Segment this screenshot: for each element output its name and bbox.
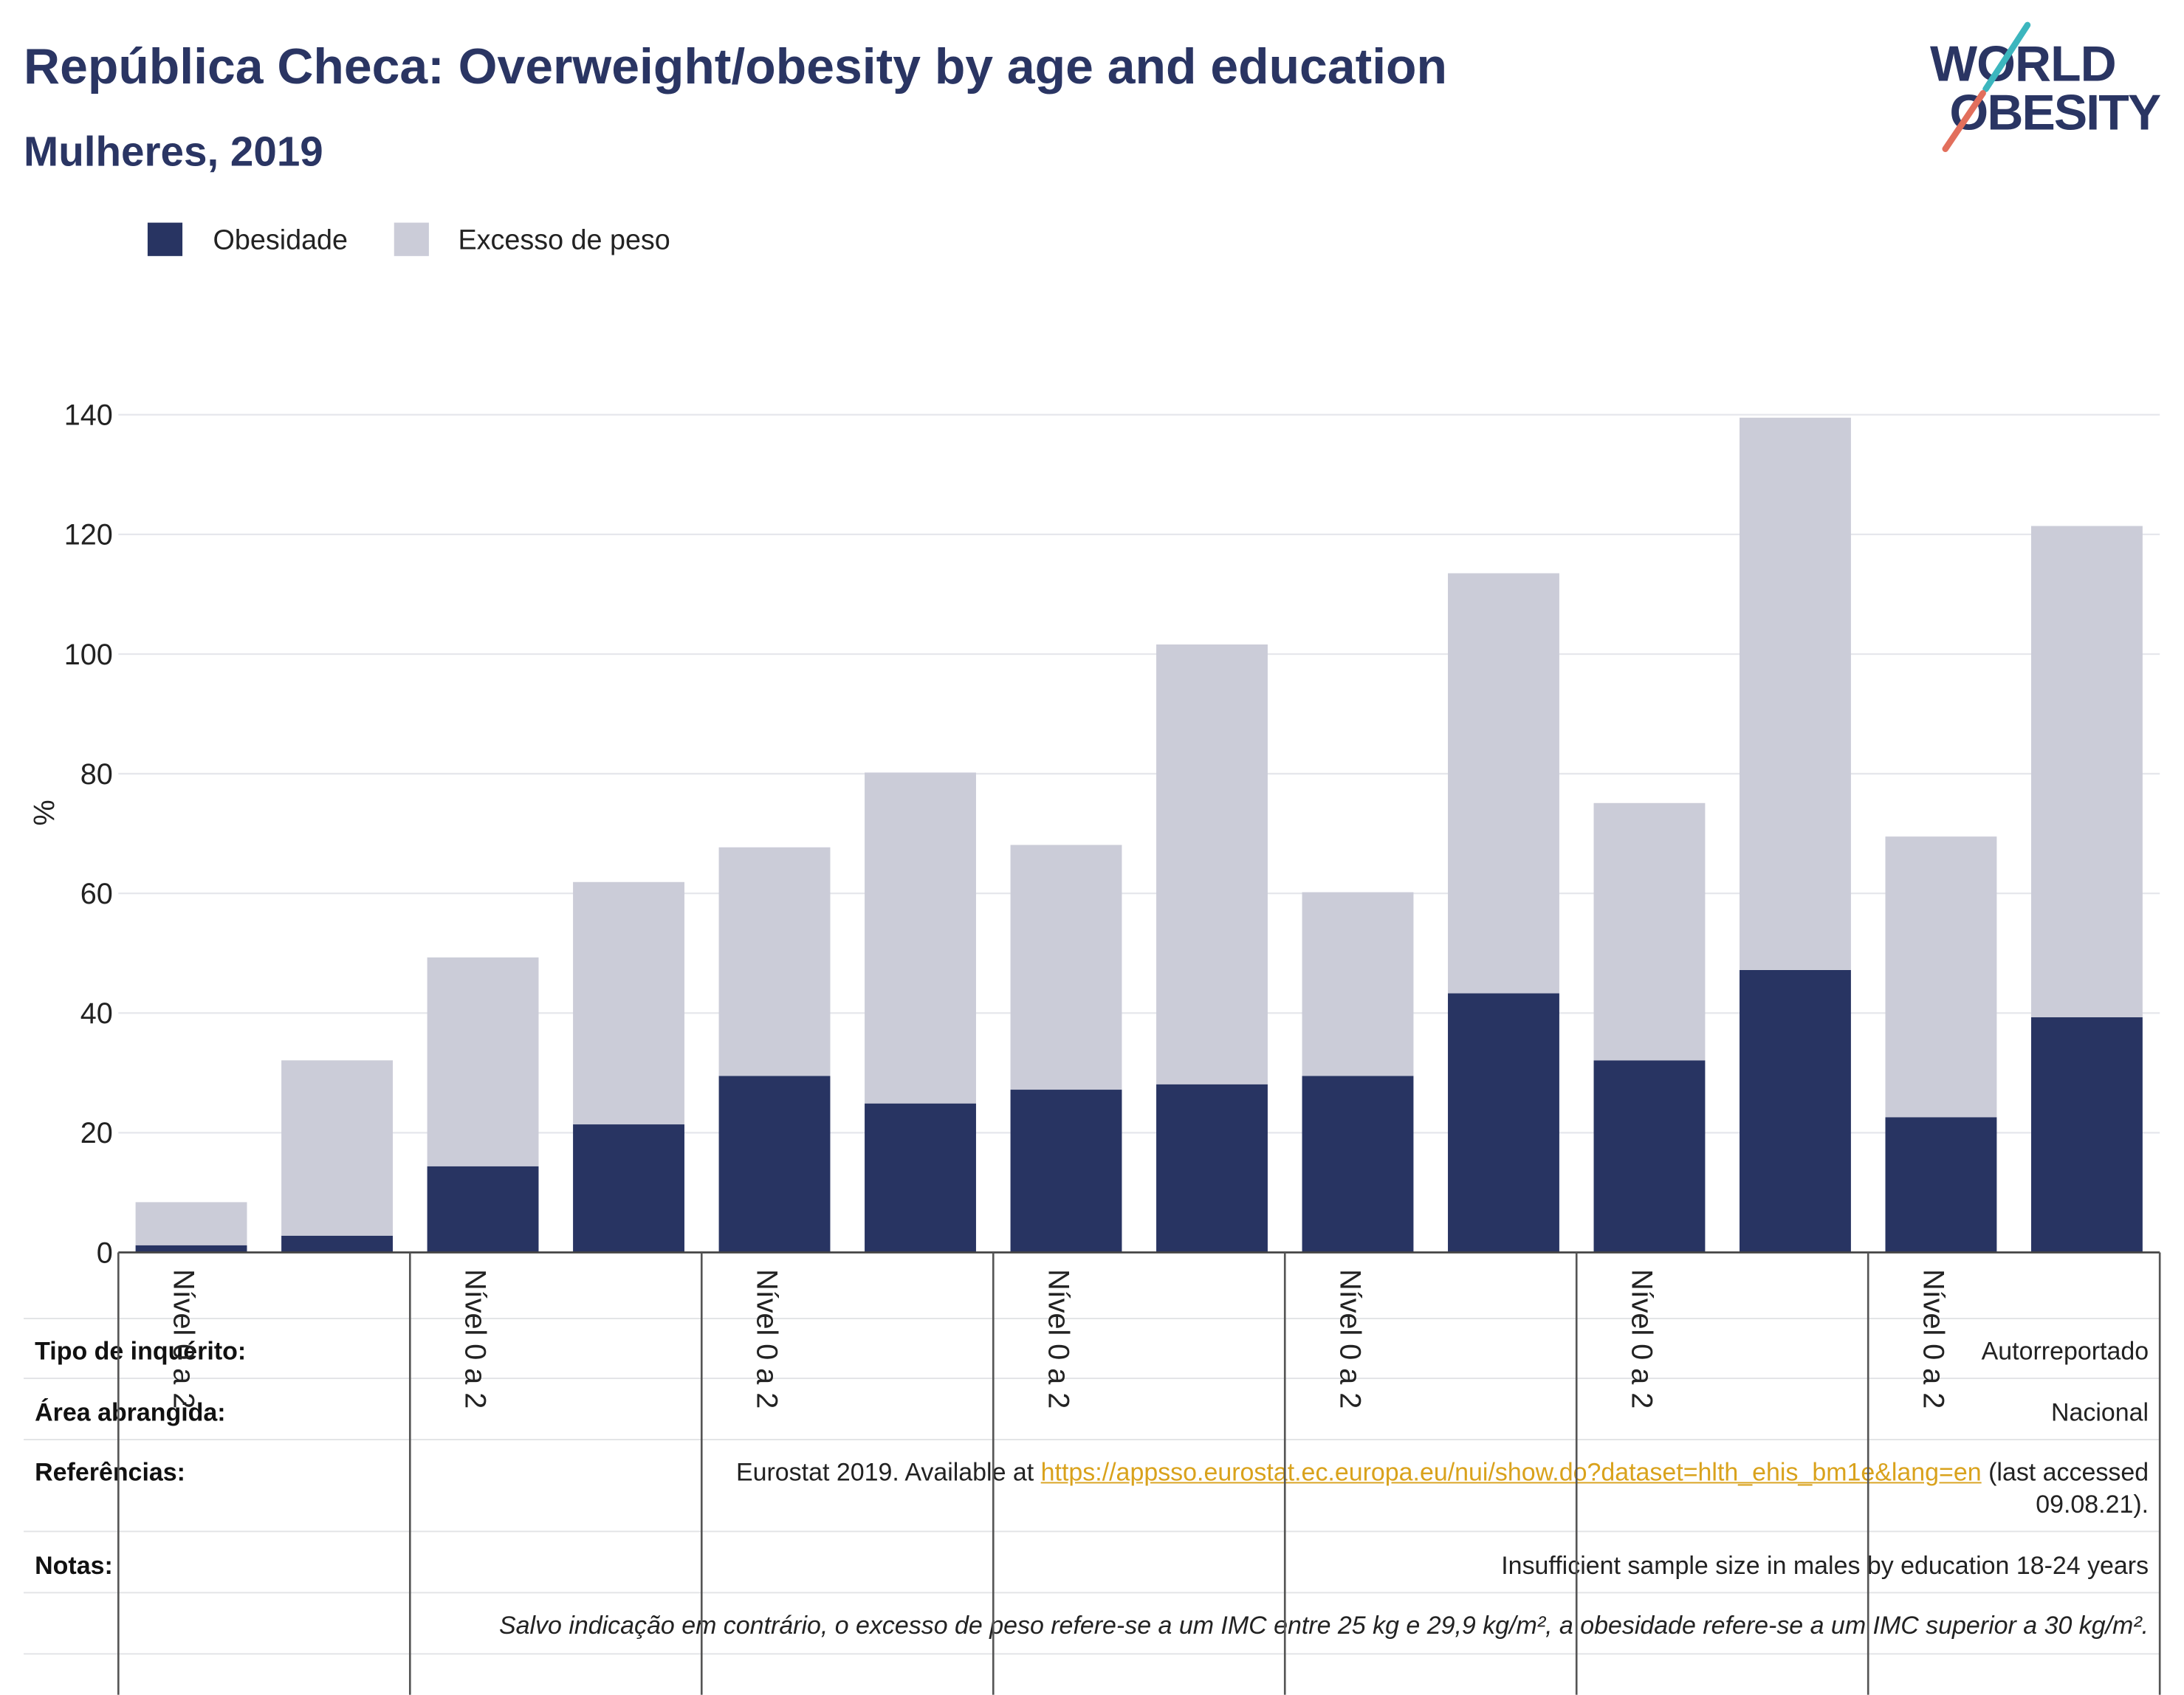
table-divider (24, 1592, 2160, 1594)
bar-overweight-14 (2030, 526, 2143, 1017)
bar-overweight-7 (1010, 845, 1122, 1090)
y-tick-label: 100 (64, 639, 113, 671)
bar-obesity-11 (1593, 1060, 1706, 1253)
notes-label: Notas: (35, 1551, 113, 1580)
logo-slash-bottom (1942, 90, 1986, 152)
bar-obesity-14 (2030, 1017, 2143, 1253)
x-tick-label: Nível 0 a 2 (1625, 1269, 1658, 1409)
legend-label-overweight: Excesso de peso (458, 225, 670, 256)
bar-overweight-11 (1593, 802, 1706, 1061)
bar-obesity-13 (1885, 1117, 1997, 1253)
references-suffix: (last accessed 09.08.21). (1981, 1458, 2149, 1519)
table-divider (24, 1530, 2160, 1533)
y-tick-label: 20 (80, 1117, 113, 1149)
bar-obesity-3 (427, 1166, 539, 1253)
definition-note: Salvo indicação em contrário, o excesso … (498, 1611, 2149, 1640)
references-prefix: Eurostat 2019. Available at (735, 1458, 1041, 1487)
coverage-value: Nacional (2050, 1398, 2149, 1427)
bar-overweight-6 (865, 772, 976, 1104)
table-divider (24, 1378, 2160, 1380)
bar-overweight-8 (1156, 644, 1268, 1084)
survey-type-value: Autorreportado (1981, 1337, 2149, 1366)
table-divider (24, 1439, 2160, 1440)
legend-label-obesity: Obesidade (213, 225, 348, 256)
survey-type-label: Tipo de inquérito: (35, 1337, 247, 1366)
bar-obesity-9 (1302, 1076, 1414, 1253)
y-axis-label: % (29, 800, 61, 826)
bar-overweight-2 (281, 1060, 393, 1236)
bar-obesity-6 (865, 1103, 976, 1253)
x-tick-label: Nível 0 a 2 (1917, 1269, 1949, 1409)
references-label: Referências: (35, 1458, 185, 1487)
notes-value: Insufficient sample size in males by edu… (1501, 1551, 2149, 1580)
chart-subtitle: Mulheres, 2019 (24, 129, 323, 176)
references-link[interactable]: https://appsso.eurostat.ec.europa.eu/nui… (1040, 1458, 1982, 1487)
chart-title: República Checa: Overweight/obesity by a… (24, 37, 1448, 95)
bar-overweight-13 (1885, 836, 1997, 1118)
bar-overweight-12 (1740, 417, 1851, 970)
y-tick-label: 0 (97, 1237, 113, 1269)
x-tick-label: Nível 0 a 2 (1333, 1269, 1366, 1409)
table-divider (24, 1318, 2160, 1319)
bar-obesity-8 (1156, 1084, 1268, 1253)
bar-overweight-4 (573, 881, 684, 1125)
bar-obesity-10 (1448, 993, 1559, 1253)
logo-word-world: WORLD (1929, 35, 2117, 92)
legend-swatch-overweight (394, 222, 429, 256)
y-tick-label: 140 (64, 399, 113, 432)
bar-obesity-7 (1010, 1090, 1122, 1253)
bar-overweight-3 (427, 957, 539, 1166)
coverage-label: Área abrangida: (35, 1398, 226, 1427)
references-value: Eurostat 2019. Available at https://apps… (659, 1457, 2149, 1522)
bar-obesity-2 (281, 1235, 393, 1253)
bar-obesity-12 (1740, 969, 1851, 1253)
bar-overweight-10 (1448, 573, 1559, 994)
legend-swatch-obesity (147, 222, 183, 256)
bar-obesity-4 (573, 1124, 684, 1253)
bar-overweight-5 (718, 847, 831, 1076)
y-tick-label: 120 (64, 519, 113, 551)
bar-overweight-1 (135, 1202, 247, 1245)
bar-obesity-5 (718, 1076, 831, 1253)
x-tick-label: Nível 0 a 2 (459, 1269, 491, 1409)
y-tick-label: 80 (80, 758, 113, 791)
bar-overweight-9 (1302, 892, 1414, 1076)
x-tick-label: Nível 0 a 2 (1042, 1269, 1074, 1409)
logo-slash-icon (1942, 21, 2031, 152)
table-divider (24, 1653, 2160, 1655)
bar-obesity-1 (135, 1245, 247, 1253)
y-tick-label: 60 (80, 878, 113, 910)
x-tick-label: Nível 0 a 2 (750, 1269, 783, 1409)
y-tick-label: 40 (80, 997, 113, 1030)
logo-slash-top (1982, 21, 2031, 92)
